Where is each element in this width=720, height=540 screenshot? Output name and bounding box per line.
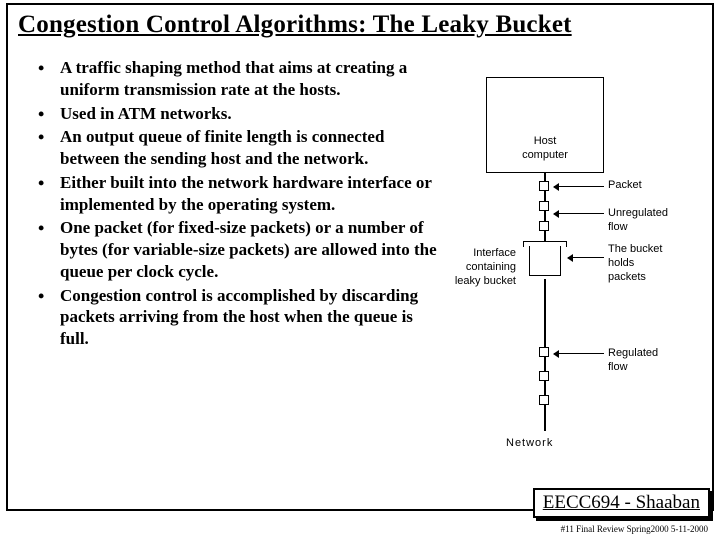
slide-frame: Congestion Control Algorithms: The Leaky… [6, 3, 714, 511]
bullet-item: Congestion control is accomplished by di… [38, 285, 438, 350]
unregulated-flow-label: Unregulated flow [608, 207, 668, 235]
bullet-item: Used in ATM networks. [38, 103, 438, 125]
host-label: computer [487, 148, 603, 162]
bucket-label: The bucket holds packets [608, 243, 662, 284]
host-label: Host [487, 134, 603, 148]
flow-line [544, 279, 546, 335]
arrow-icon [554, 213, 604, 214]
host-box: Host computer [486, 77, 604, 173]
bucket-icon [526, 241, 564, 279]
leaky-bucket-diagram: Host computer Packet Unregulated flow Th… [416, 61, 716, 491]
packet-icon [539, 347, 549, 357]
packet-icon [539, 181, 549, 191]
footer-subtitle: #11 Final Review Spring2000 5-11-2000 [561, 524, 708, 534]
packet-icon [539, 395, 549, 405]
footer-title: EECC694 - Shaaban [533, 488, 710, 518]
slide-title: Congestion Control Algorithms: The Leaky… [18, 11, 714, 39]
network-label: Network [506, 437, 553, 449]
footer-box: EECC694 - Shaaban [533, 488, 710, 518]
bullet-list: A traffic shaping method that aims at cr… [38, 57, 438, 352]
arrow-icon [568, 257, 604, 258]
packet-label: Packet [608, 179, 642, 193]
interface-label: Interface containing leaky bucket [406, 247, 516, 288]
arrow-icon [554, 353, 604, 354]
arrow-icon [554, 186, 604, 187]
packet-icon [539, 371, 549, 381]
regulated-flow-label: Regulated flow [608, 347, 658, 375]
packet-icon [539, 201, 549, 211]
bullet-item: Either built into the network hardware i… [38, 172, 438, 216]
bullet-item: A traffic shaping method that aims at cr… [38, 57, 438, 101]
bullet-item: One packet (for fixed-size packets) or a… [38, 217, 438, 282]
bullet-item: An output queue of finite length is conn… [38, 126, 438, 170]
packet-icon [539, 221, 549, 231]
